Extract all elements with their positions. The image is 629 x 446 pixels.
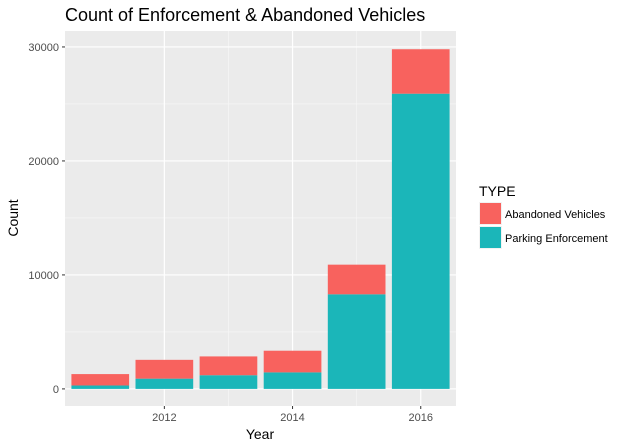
- minor-gridlines: [65, 31, 456, 406]
- bar-parking-enforcement-2016: [391, 93, 450, 389]
- y-tick-label: 0: [53, 384, 59, 396]
- bar-abandoned-vehicles-2014: [263, 350, 322, 373]
- bar-abandoned-vehicles-2012: [135, 359, 194, 379]
- legend-swatch-abandoned-vehicles: [480, 203, 501, 224]
- y-axis-title: Count: [5, 199, 21, 236]
- bar-parking-enforcement-2013: [199, 375, 258, 389]
- chart-title: Count of Enforcement & Abandoned Vehicle…: [65, 5, 425, 25]
- bar-abandoned-vehicles-2011: [71, 374, 130, 386]
- legend-swatch-parking-enforcement: [480, 227, 501, 248]
- x-tick-label: 2014: [280, 412, 304, 424]
- bars: [71, 49, 450, 389]
- plot-panel: [65, 31, 456, 406]
- legend-label: Abandoned Vehicles: [505, 209, 606, 221]
- x-axis-ticks: 2012 2014 2016: [152, 406, 433, 424]
- bar-parking-enforcement-2014: [263, 372, 322, 389]
- x-axis-title: Year: [246, 426, 275, 442]
- bar-abandoned-vehicles-2016: [391, 49, 450, 94]
- legend: TYPE Abandoned Vehicles Parking Enforceme…: [479, 183, 608, 249]
- x-tick-label: 2012: [152, 412, 176, 424]
- y-axis-ticks: 0 10000 20000 30000: [28, 42, 65, 396]
- bar-parking-enforcement-2011: [71, 385, 130, 389]
- y-tick-label: 30000: [28, 42, 59, 54]
- bar-abandoned-vehicles-2015: [327, 264, 386, 295]
- y-tick-label: 20000: [28, 156, 59, 168]
- x-tick-label: 2016: [409, 412, 433, 424]
- legend-label: Parking Enforcement: [505, 233, 608, 245]
- y-tick-label: 10000: [28, 270, 59, 282]
- legend-title: TYPE: [479, 183, 516, 199]
- major-gridlines: [65, 31, 456, 406]
- bar-parking-enforcement-2012: [135, 378, 194, 389]
- bar-parking-enforcement-2015: [327, 294, 386, 389]
- bar-abandoned-vehicles-2013: [199, 356, 258, 376]
